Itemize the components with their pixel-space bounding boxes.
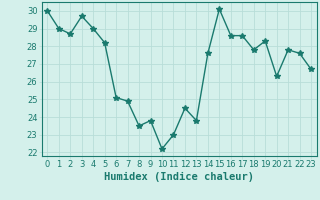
X-axis label: Humidex (Indice chaleur): Humidex (Indice chaleur) xyxy=(104,172,254,182)
